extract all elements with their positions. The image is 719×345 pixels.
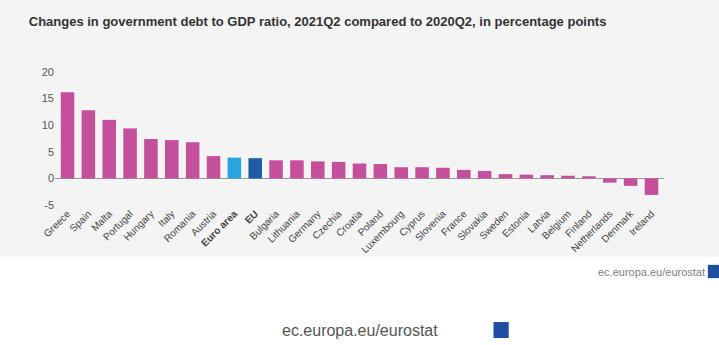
svg-text:Germany: Germany <box>286 208 323 245</box>
svg-text:Bulgaria: Bulgaria <box>247 208 281 242</box>
svg-text:Estonia: Estonia <box>500 208 532 240</box>
svg-text:Netherlands: Netherlands <box>569 208 615 254</box>
svg-text:Poland: Poland <box>356 208 386 238</box>
svg-text:Slovenia: Slovenia <box>413 208 448 243</box>
svg-text:Euro area: Euro area <box>199 208 240 249</box>
svg-text:Slovakia: Slovakia <box>455 208 490 243</box>
svg-text:Romania: Romania <box>162 208 198 244</box>
svg-text:Changes in government debt to: Changes in government debt to GDP ratio,… <box>29 14 607 29</box>
svg-text:Finland: Finland <box>563 208 594 239</box>
svg-text:Malta: Malta <box>89 208 114 233</box>
svg-text:Ireland: Ireland <box>627 208 656 237</box>
svg-text:ec.europa.eu/eurostat: ec.europa.eu/eurostat <box>598 266 705 278</box>
svg-text:Sweden: Sweden <box>477 208 510 241</box>
svg-text:Croatia: Croatia <box>334 208 365 239</box>
svg-text:15: 15 <box>42 92 54 104</box>
svg-text:Lithuania: Lithuania <box>265 208 302 245</box>
svg-text:-5: -5 <box>44 199 54 211</box>
svg-text:Portugal: Portugal <box>101 208 135 242</box>
svg-text:Italy: Italy <box>156 208 177 229</box>
svg-text:EU: EU <box>243 208 261 226</box>
svg-text:Czechia: Czechia <box>310 208 344 242</box>
svg-text:0: 0 <box>48 172 54 184</box>
svg-text:Belgium: Belgium <box>540 208 573 241</box>
svg-text:Cyprus: Cyprus <box>397 208 427 238</box>
svg-text:Denmark: Denmark <box>599 207 636 244</box>
svg-text:5: 5 <box>48 146 54 158</box>
svg-text:Spain: Spain <box>67 208 93 234</box>
svg-text:France: France <box>439 208 469 238</box>
svg-text:20: 20 <box>42 66 54 78</box>
svg-text:Greece: Greece <box>41 208 72 239</box>
svg-text:Latvia: Latvia <box>526 208 553 235</box>
svg-text:ec.europa.eu/eurostat: ec.europa.eu/eurostat <box>282 322 438 339</box>
svg-text:Austria: Austria <box>189 208 219 238</box>
svg-text:Hungary: Hungary <box>121 208 156 243</box>
svg-text:Luxembourg: Luxembourg <box>359 208 406 255</box>
svg-text:10: 10 <box>42 119 54 131</box>
